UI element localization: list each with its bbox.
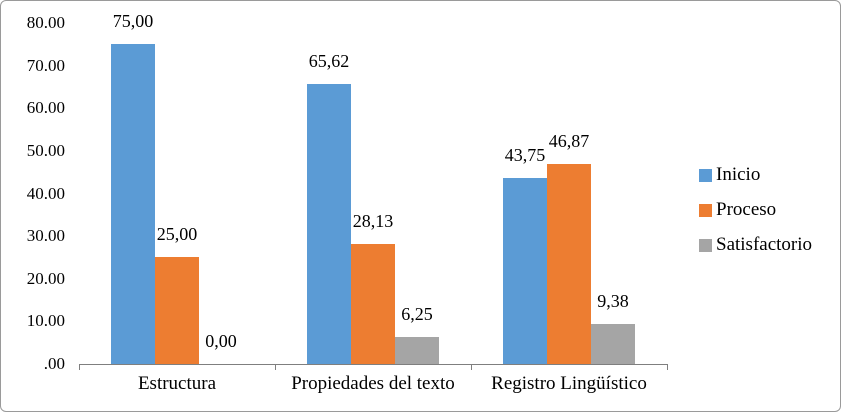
bar-satisfactorio-registro-linguistico	[591, 324, 635, 364]
x-axis-tick	[79, 364, 80, 370]
data-label-proceso-estructura: 25,00	[156, 224, 198, 245]
legend-label-satisfactorio: Satisfactorio	[716, 234, 813, 255]
data-label-inicio-estructura: 75,00	[112, 11, 154, 32]
data-label-satisfactorio-propiedades-del-texto: 6,25	[401, 304, 433, 325]
category-label-estructura: Estructura	[137, 373, 217, 394]
legend-swatch-satisfactorio	[699, 238, 712, 252]
bar-proceso-propiedades-del-texto	[351, 244, 395, 364]
x-axis-tick	[471, 364, 472, 370]
y-axis-tick-label: .00	[43, 354, 65, 373]
legend: Inicio Proceso Satisfactorio	[699, 163, 812, 268]
y-axis-tick-label: 50.00	[26, 140, 65, 160]
y-axis-tick-label: 30.00	[26, 226, 65, 246]
legend-swatch-proceso	[699, 203, 712, 217]
legend-item-satisfactorio: Satisfactorio	[699, 233, 812, 257]
y-axis-tick-label: 40.00	[26, 183, 65, 203]
x-axis-line	[79, 364, 667, 365]
bar-satisfactorio-propiedades-del-texto	[395, 337, 439, 364]
bar-proceso-registro-linguistico	[547, 164, 591, 364]
x-axis-tick	[275, 364, 276, 370]
y-axis-tick-label: 10.00	[26, 311, 65, 331]
data-label-satisfactorio-estructura: 0,00	[205, 331, 237, 351]
legend-item-inicio: Inicio	[699, 163, 812, 187]
bar-inicio-estructura	[111, 44, 155, 364]
y-axis-tick-label: 80.00	[26, 13, 65, 32]
category-label-registro-linguistico: Registro Lingüístico	[491, 373, 647, 394]
legend-swatch-inicio	[699, 168, 712, 182]
category-label-propiedades-del-texto: Propiedades del texto	[291, 373, 455, 394]
legend-item-proceso: Proceso	[699, 198, 812, 222]
data-label-satisfactorio-registro-linguistico: 9,38	[597, 291, 629, 312]
data-label-proceso-propiedades-del-texto: 28,13	[352, 211, 394, 232]
y-axis-tick-label: 20.00	[26, 268, 65, 288]
bar-inicio-registro-linguistico	[503, 177, 547, 364]
legend-label-proceso: Proceso	[716, 199, 777, 220]
data-label-inicio-registro-linguistico: 43,75	[504, 144, 546, 165]
data-label-inicio-propiedades-del-texto: 65,62	[308, 51, 350, 72]
y-axis-tick-label: 70.00	[26, 55, 65, 75]
bar-inicio-propiedades-del-texto	[307, 84, 351, 364]
data-label-proceso-registro-linguistico: 46,87	[548, 131, 590, 152]
bar-proceso-estructura	[155, 257, 199, 364]
x-axis-tick	[667, 364, 668, 370]
legend-label-inicio: Inicio	[716, 164, 761, 185]
y-axis-tick-label: 60.00	[26, 98, 65, 118]
